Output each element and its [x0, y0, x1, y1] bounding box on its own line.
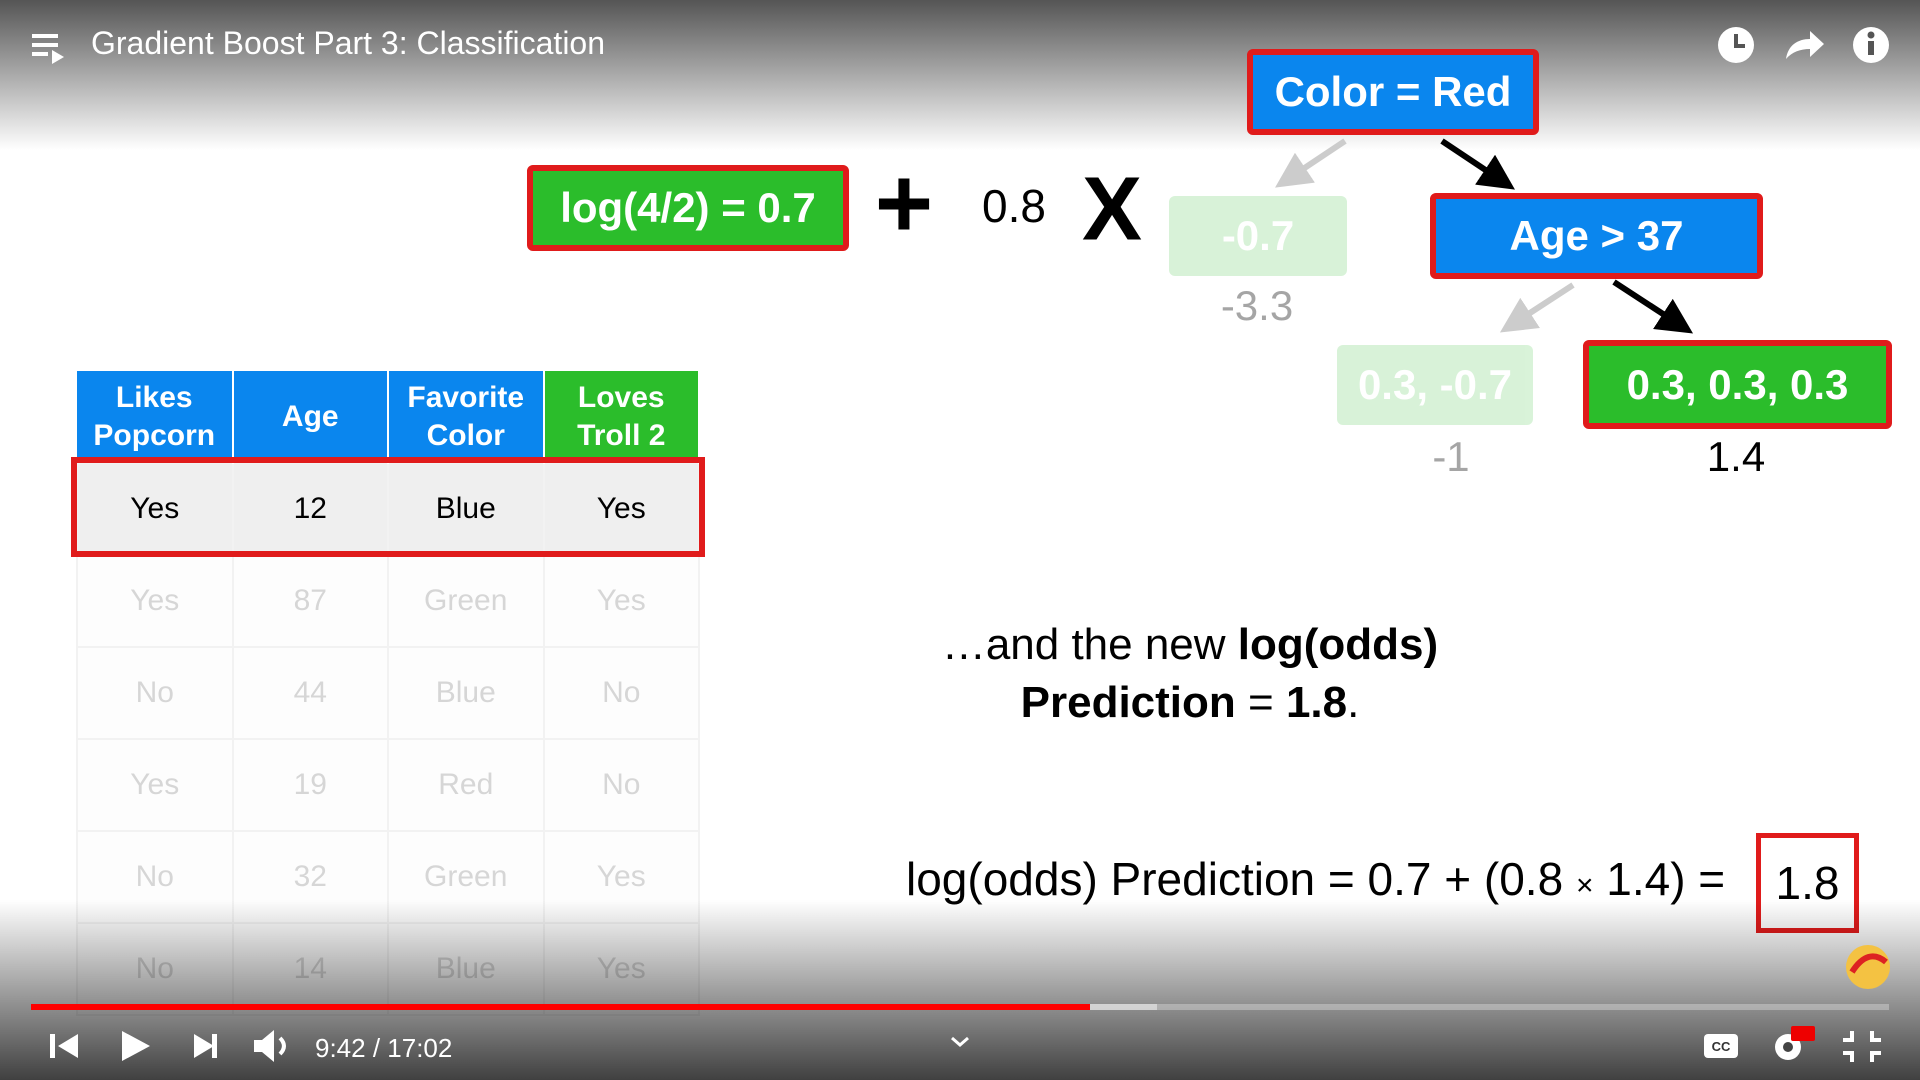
table-cell: Green [387, 554, 545, 648]
tree-root: Color = Red [1247, 49, 1539, 135]
control-bar: CC [50, 1026, 1881, 1062]
table-cell: Yes [542, 462, 700, 556]
plus-sign: + [874, 147, 934, 260]
text: 1.8 [1285, 678, 1348, 727]
play-button[interactable] [122, 1031, 150, 1061]
text: log(odds) [1237, 620, 1439, 669]
table-cell: No [542, 646, 700, 740]
text: log(odds) Prediction = 0.7 + (0.8 [906, 853, 1564, 905]
previous-button[interactable] [50, 1034, 78, 1058]
captions-button[interactable]: CC [1704, 1034, 1738, 1058]
watch-later-icon[interactable] [1718, 27, 1754, 63]
column-header: Loves Troll 2 [543, 371, 700, 463]
arrow [1440, 138, 1515, 190]
volume-button[interactable] [254, 1030, 286, 1062]
text: …and the new [941, 620, 1226, 669]
leaf: 0.3, 0.3, 0.3 [1583, 340, 1892, 429]
info-icon[interactable] [1853, 27, 1889, 63]
leaf: 0.3, -0.7 [1337, 345, 1533, 425]
column-header: Favorite Color [388, 371, 545, 463]
share-icon[interactable] [1786, 31, 1824, 59]
text: = [1248, 678, 1274, 727]
top-gradient [0, 0, 1920, 150]
leaf-output: -3.3 [1220, 282, 1294, 329]
svg-text:CC: CC [1712, 1039, 1731, 1054]
table-cell: Blue [387, 646, 545, 740]
initial-prediction: log(4/2) = 0.7 [527, 165, 849, 251]
equation: log(odds) Prediction = 0.7 + (0.8 × 1.4)… [906, 852, 1725, 906]
table-cell: Yes [76, 738, 234, 832]
leaf: -0.7 [1169, 196, 1347, 276]
channel-logo[interactable] [1842, 942, 1894, 992]
played-bar [31, 1004, 1090, 1010]
playlist-icon[interactable] [30, 30, 70, 66]
table-cell: 44 [231, 646, 389, 740]
times-sign: X [1081, 159, 1143, 260]
arrow [1499, 282, 1575, 333]
text: . [1347, 678, 1360, 727]
table-cell: Yes [542, 554, 700, 648]
leaf-output: -1 [1432, 433, 1470, 480]
table-cell: Red [387, 738, 545, 832]
top-icons [1718, 27, 1889, 63]
exit-fullscreen-button[interactable] [1843, 1031, 1881, 1062]
text: 1.4) = [1606, 853, 1726, 905]
table-cell: No [542, 738, 700, 832]
table-row: No 44 Blue No [76, 646, 700, 740]
chapters-chevron[interactable] [951, 1036, 969, 1047]
message-line: …and the new log(odds) [920, 616, 1460, 674]
table-cell: No [76, 646, 234, 740]
column-header: Age [232, 371, 389, 463]
bottom-gradient [0, 900, 1920, 1080]
tree-arrows [1275, 138, 1694, 334]
text: × [1575, 869, 1594, 902]
table-cell: 19 [231, 738, 389, 832]
time-display: 9:42 / 17:02 [315, 1033, 453, 1063]
table-row: Yes 87 Green Yes [76, 554, 700, 648]
arrow [1612, 279, 1694, 334]
table-row: Yes 19 Red No [76, 738, 700, 832]
video-title[interactable]: Gradient Boost Part 3: Classification [91, 25, 606, 61]
row-highlight [71, 457, 705, 557]
next-button[interactable] [194, 1034, 217, 1058]
message-line: Prediction = 1.8. [920, 674, 1460, 732]
table-cell: Yes [76, 554, 234, 648]
text: Prediction [1020, 678, 1236, 727]
column-header: Likes Popcorn [77, 371, 234, 463]
tree-node: Age > 37 [1430, 193, 1763, 279]
table-cell: 12 [231, 462, 389, 556]
table-cell: 87 [231, 554, 389, 648]
table-cell: Yes [76, 462, 234, 556]
learning-rate: 0.8 [982, 180, 1046, 232]
arrow [1275, 138, 1347, 188]
leaf-output: 1.4 [1706, 433, 1766, 480]
table-row: Yes 12 Blue Yes [76, 462, 700, 556]
settings-button[interactable] [1775, 1026, 1815, 1060]
message: …and the new log(odds) Prediction = 1.8. [920, 616, 1460, 732]
